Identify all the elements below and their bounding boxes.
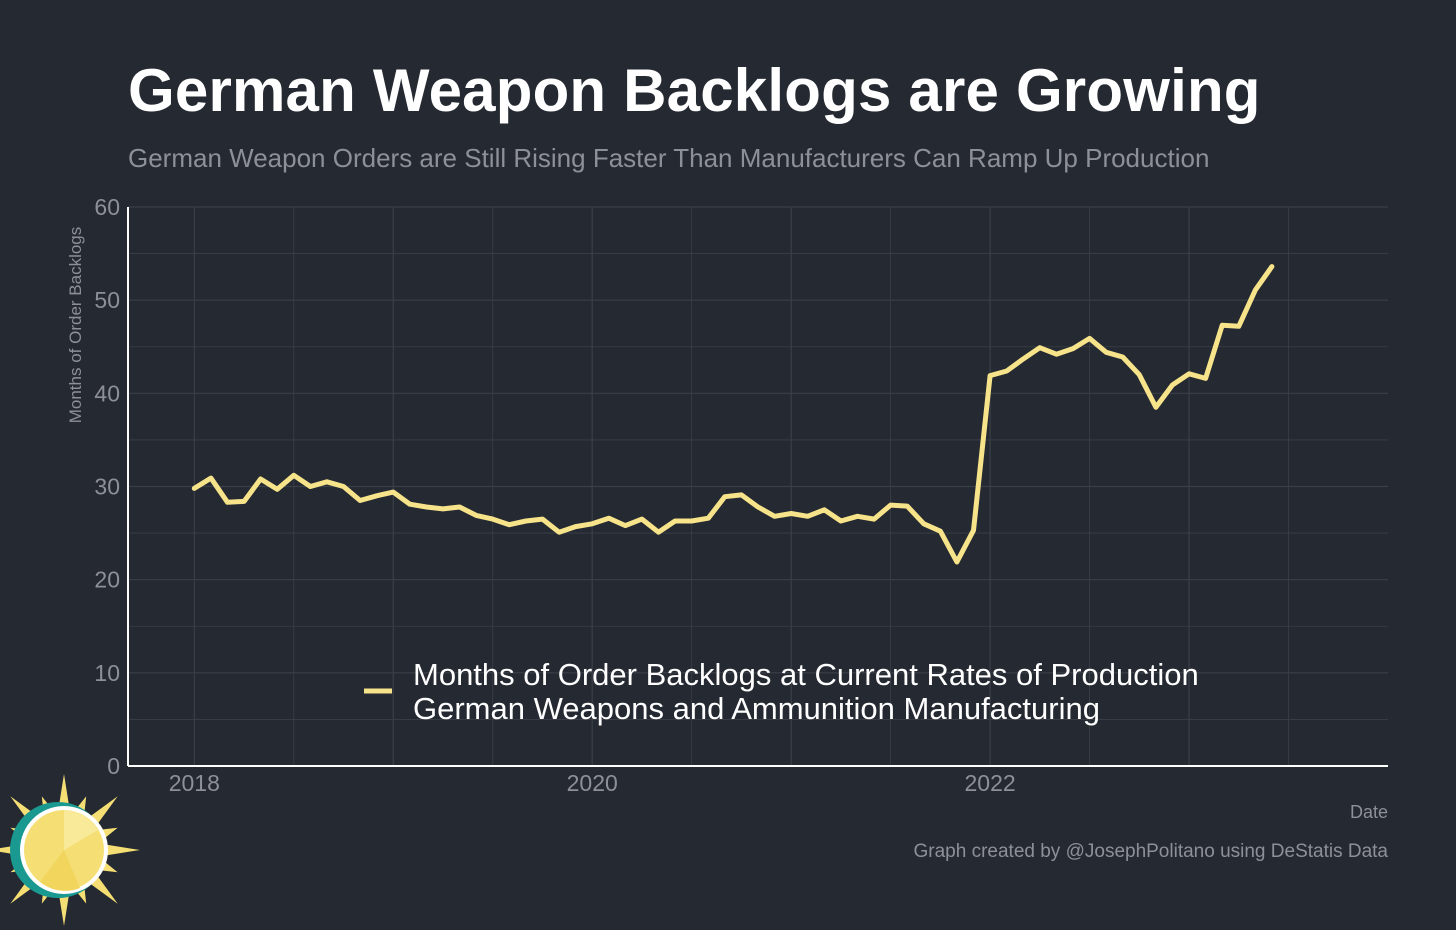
y-tick-label: 60 [94,194,120,220]
axes [127,207,1388,767]
x-axis-label: Date [1350,802,1388,822]
y-tick-label: 20 [94,567,120,593]
x-tick-label: 2022 [965,770,1016,796]
y-tick-label: 10 [94,660,120,686]
legend-label-line: Months of Order Backlogs at Current Rate… [413,657,1199,692]
source-caption: Graph created by @JosephPolitano using D… [913,841,1389,862]
legend-label-line: German Weapons and Ammunition Manufactur… [413,691,1100,726]
y-tick-label: 40 [94,380,120,406]
x-tick-label: 2020 [567,770,618,796]
series-points [194,266,1272,563]
y-axis-label: Months of Order Backlogs [66,227,85,424]
x-tick-labels: 2018 2020 2022 [169,770,1016,796]
y-tick-label: 0 [107,753,120,779]
legend: Months of Order Backlogs at Current Rate… [364,657,1199,726]
y-tick-labels: 0 10 20 30 40 50 60 [94,194,120,779]
chart-subtitle: German Weapon Orders are Still Rising Fa… [128,143,1210,173]
series-line-backlogs [191,264,1275,565]
y-tick-label: 30 [94,474,120,500]
x-tick-label: 2018 [169,770,220,796]
legend-label: Months of Order Backlogs at Current Rate… [413,657,1199,726]
y-tick-label: 50 [94,287,120,313]
chart-title: German Weapon Backlogs are Growing [128,57,1261,124]
sun-logo-icon [0,774,140,926]
